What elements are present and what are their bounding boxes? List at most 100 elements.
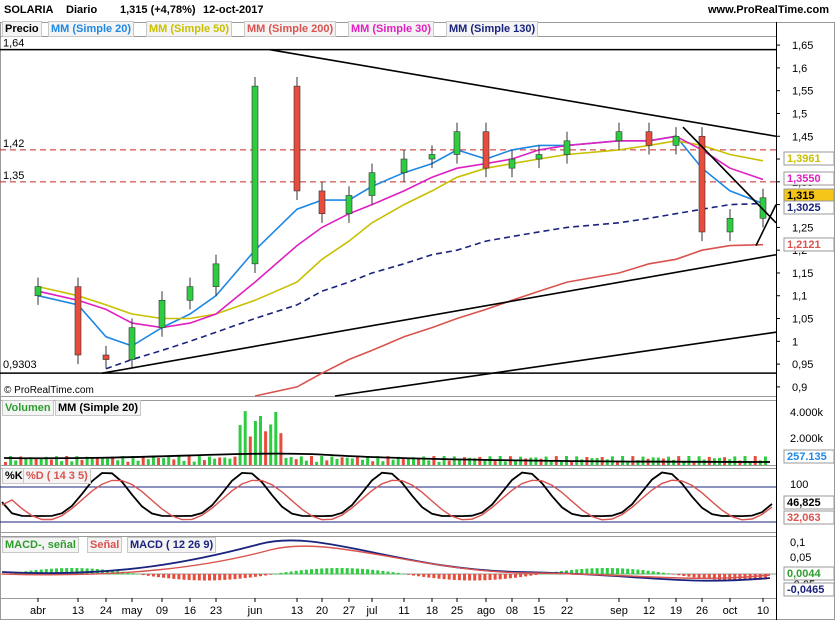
level-label-resistance: 1,42 [3,138,24,150]
price-legend-item[interactable]: MM (Simple 50) [146,21,233,37]
volume-legend-item[interactable]: MM (Simple 20) [55,400,142,416]
x-tick-label: 25 [451,605,463,617]
price-legend-item[interactable]: MM (Simple 200) [244,21,337,37]
macd-histogram-bar [621,568,625,575]
x-tick-label: 22 [561,605,573,617]
right-value-label: 1,3961 [787,153,821,165]
price-legend-item[interactable]: MM (Simple 130) [446,21,539,37]
candle-body [482,131,490,169]
volume-bar [131,456,135,465]
volume-bar [177,456,181,465]
volume-bar [763,456,767,465]
volume-legend-item[interactable]: Volumen [2,400,54,416]
macd-histogram-bar [274,573,278,575]
volume-value-box [783,449,835,464]
macd-histogram-bar [172,574,176,579]
macd-legend-item[interactable]: MACD-, señal [2,537,79,553]
macd-histogram-bar [289,571,293,575]
macd-histogram-bar [330,568,334,575]
macd-histogram-bar [427,574,431,578]
volume-value-label: 257.135 [787,451,827,463]
volume-bar [452,456,456,465]
volume-bar [24,459,28,465]
macd-value-label: 0,0044 [787,568,822,580]
macd-histogram-bar [763,574,767,580]
macd-histogram-bar [723,574,727,581]
macd-histogram-bar [534,574,538,576]
macd-histogram-bar [304,569,308,575]
macd-histogram-bar [707,574,711,580]
series-line-mm-simple-200- [254,243,764,397]
macd-histogram-bar [75,568,79,575]
macd-histogram-bar [468,574,472,581]
macd-signal-box [783,582,835,597]
x-tick-label: ago [477,605,495,617]
macd-histogram-bar [616,568,619,575]
candle-body [34,286,42,297]
x-tick-label: 09 [156,605,168,617]
macd-legend-item[interactable]: Señal [87,537,123,553]
candle-body [453,131,461,155]
macd-histogram-bar [60,568,64,575]
volume-bar [80,459,84,465]
macd-legend-item[interactable]: MACD ( 12 26 9) [127,537,217,553]
period-label: Diario [66,4,98,16]
volume-bar [44,456,48,465]
volume-bar [626,461,630,465]
volume-bar [631,456,635,465]
macd-histogram-bar [529,574,533,576]
right-value-box [783,200,835,215]
y-tick-label: 1,55 [792,86,813,98]
price-legend-item[interactable]: Precio [2,21,42,37]
volume-bar [422,456,426,465]
y-tick-label: 0,9 [792,382,807,394]
macd-histogram-bar [243,574,247,579]
volume-bar [75,456,79,465]
macd-histogram-bar [677,574,681,576]
x-tick-label: 13 [291,605,303,617]
volume-bar [442,456,446,465]
volume-bar [223,457,227,465]
volume-bar [279,433,283,465]
volume-bar [503,461,507,465]
price-legend-item[interactable]: MM (Simple 20) [48,21,135,37]
volume-bar [136,460,140,465]
macd-histogram-bar [473,574,477,581]
macd-histogram-bar [340,568,344,575]
macd-histogram-bar [656,571,660,575]
price-legend-item[interactable]: MM (Simple 30) [348,21,435,37]
stoch-legend-item[interactable]: %D ( 14 3 5) [23,468,91,484]
volume-bar [55,456,58,465]
volume-bar [692,461,696,465]
volume-bar [151,457,155,465]
macd-histogram-bar [192,574,196,581]
volume-bar [208,456,211,465]
volume-bar [70,461,74,465]
macd-histogram-bar [580,568,584,575]
volume-bar [667,456,670,465]
macd-histogram-bar [682,574,686,576]
price-panel [0,36,777,397]
x-tick-label: sep [610,605,628,617]
candle-body [698,135,706,233]
macd-histogram-bar [447,574,451,580]
macd-histogram-bar [208,574,211,581]
macd-histogram-bar [508,574,512,579]
candle-body [645,131,653,146]
volume-bar [9,456,13,465]
candle-body [563,140,571,155]
x-tick-label: 12 [643,605,655,617]
macd-histogram-bar [151,574,155,577]
volume-bar [417,458,421,465]
volume-bar [187,456,191,465]
volume-bar [524,458,528,465]
volume-bar [473,458,477,465]
site-label: www.ProRealTime.com [707,4,829,16]
macd-histogram-bar [565,570,568,575]
volume-bar [116,460,120,465]
volume-bar [141,456,145,465]
y-tick-label: 1,15 [792,268,813,280]
candle-body [535,154,543,160]
volume-bar [274,411,278,465]
